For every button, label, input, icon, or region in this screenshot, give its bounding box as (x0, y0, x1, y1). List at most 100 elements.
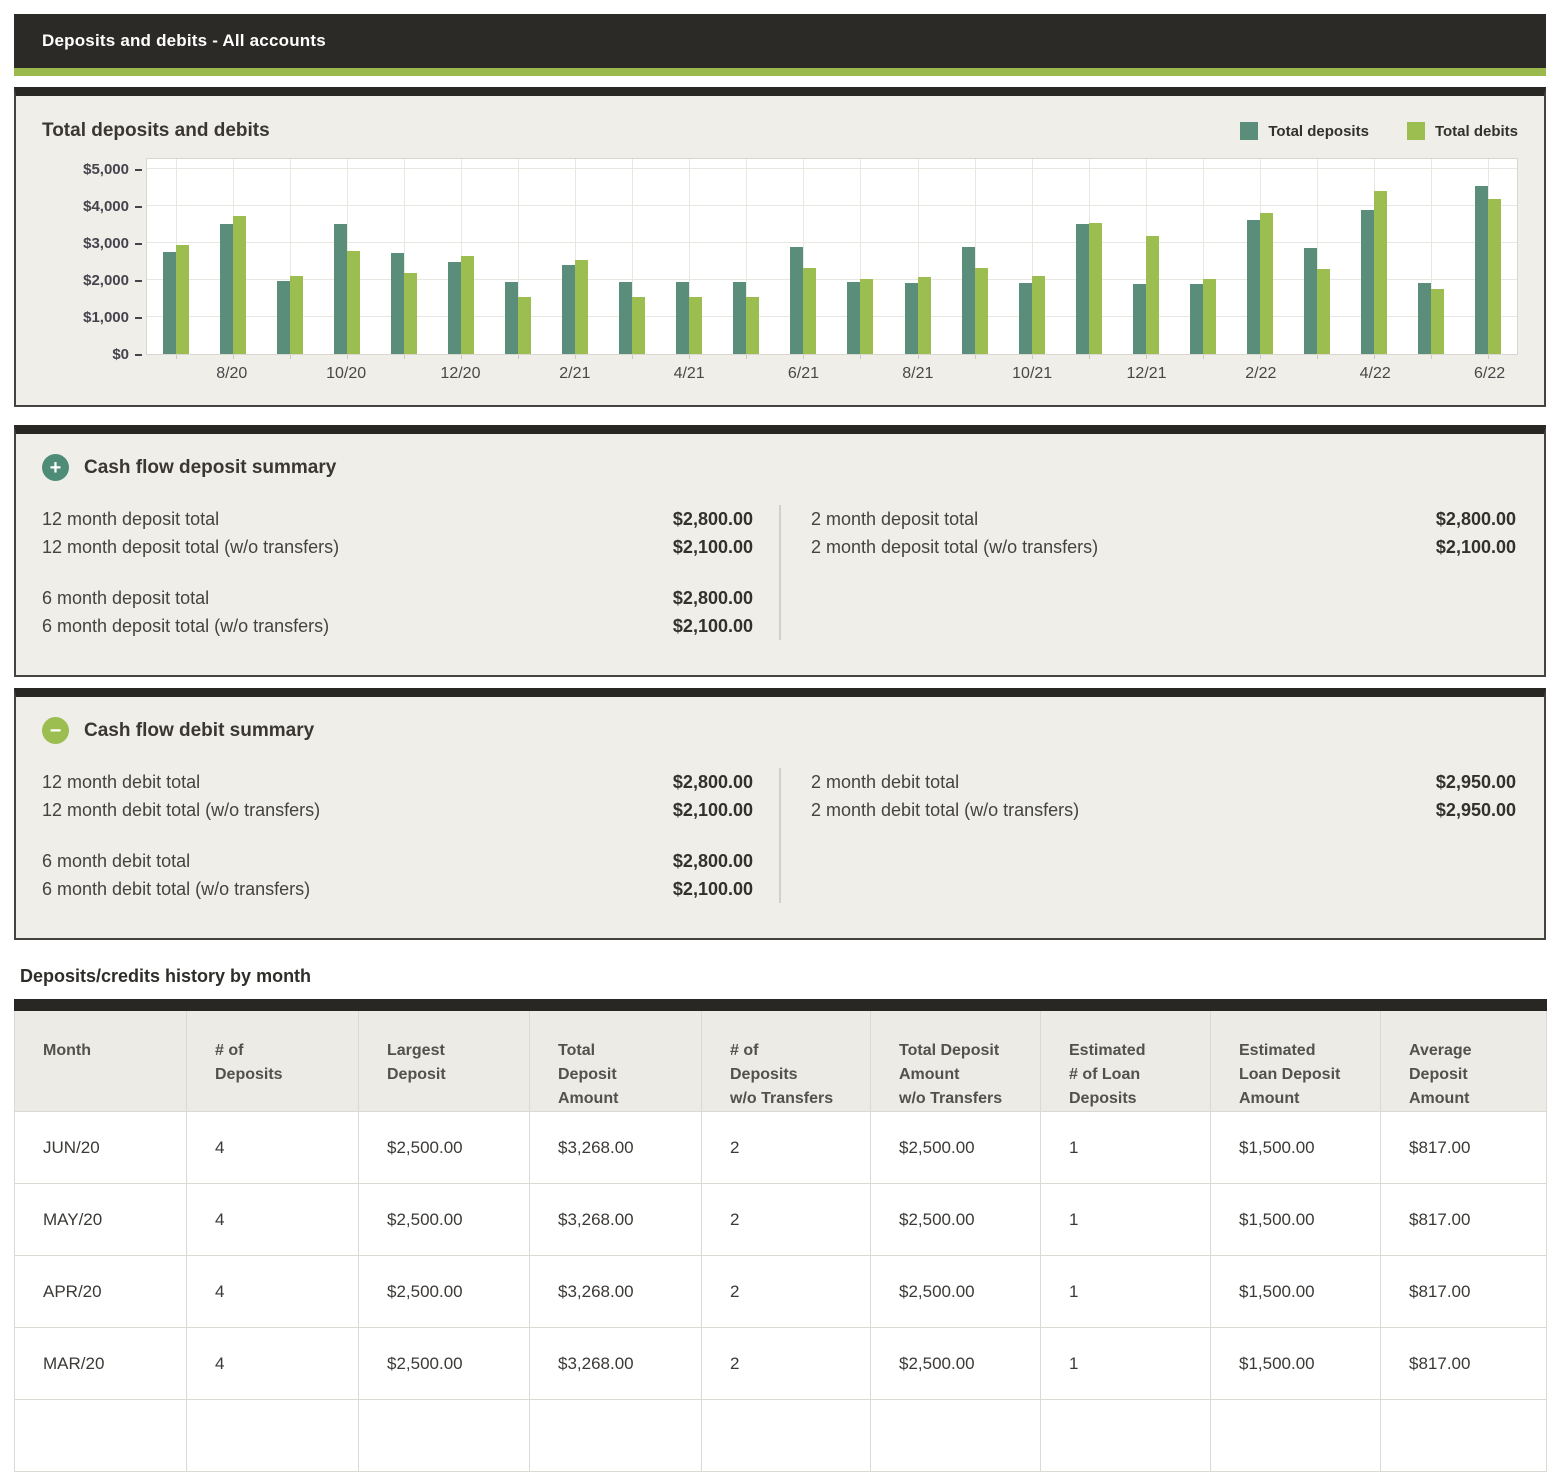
x-tick-label (489, 365, 546, 383)
y-tick-label: $2,000 (42, 272, 146, 290)
summary-row: 2 month debit total (w/o transfers) $2,95… (811, 796, 1516, 824)
bar-group (775, 159, 832, 359)
table-cell: $817.00 (1380, 1255, 1547, 1328)
table-cell: $2,500.00 (358, 1111, 530, 1184)
bar-group (1403, 159, 1460, 359)
summary-label: 2 month deposit total (w/o transfers) (811, 537, 1099, 557)
table-cell: $817.00 (1380, 1327, 1547, 1400)
summary-row: 12 month debit total $2,800.00 (42, 768, 753, 796)
history-column-header: # of Deposits w/o Transfers (701, 1005, 871, 1112)
table-cell (186, 1399, 359, 1472)
x-tick-label (375, 365, 432, 383)
table-cell: $1,500.00 (1210, 1327, 1381, 1400)
chart-panel: Total deposits and debits Total deposits… (14, 87, 1546, 407)
table-cell (1380, 1399, 1547, 1472)
history-column-header: Total Deposit Amount (529, 1005, 702, 1112)
history-header-row: Month # of Deposits Largest Deposit Total D… (14, 1005, 1547, 1112)
table-cell (14, 1399, 187, 1472)
history-column-header: Largest Deposit (358, 1005, 530, 1112)
x-tick-label (260, 365, 317, 383)
x-tick-label (832, 365, 889, 383)
x-tick-label (1061, 365, 1118, 383)
summary-row: 2 month deposit total (w/o transfers) $2,… (811, 533, 1516, 561)
deposit-bar (1018, 282, 1032, 354)
debit-bar (974, 268, 988, 354)
debit-bar (1431, 289, 1445, 354)
deposit-bar (562, 265, 576, 354)
table-row: JUN/20 4 $2,500.00 $3,268.00 2 $2,500.00 1 $1,5… (14, 1111, 1547, 1184)
debit-bar (1202, 279, 1216, 354)
report-title: Deposits and debits - All accounts (42, 31, 326, 50)
debit-bar (232, 216, 246, 354)
h-gridline (147, 279, 1517, 280)
bar-group (1460, 159, 1517, 359)
bar-group (1117, 159, 1174, 359)
table-cell: 2 (701, 1183, 871, 1256)
summary-row: 2 month deposit total $2,800.00 (811, 505, 1516, 533)
history-heading: Deposits/credits history by month (20, 966, 312, 986)
table-cell: $3,268.00 (529, 1255, 702, 1328)
deposit-summary-left: 12 month deposit total $2,800.00 12 month … (42, 505, 779, 640)
debit-summary-panel: − Cash flow debit summary 12 month debit… (14, 688, 1546, 940)
history-table: Month # of Deposits Largest Deposit Total D… (14, 999, 1547, 1472)
minus-icon[interactable]: − (42, 717, 69, 744)
deposit-bar (619, 281, 633, 354)
summary-value: $2,100.00 (672, 537, 753, 557)
bar-group (889, 159, 946, 359)
table-cell: $2,500.00 (358, 1183, 530, 1256)
x-tick-label: 6/22 (1473, 365, 1506, 382)
table-cell: $3,268.00 (529, 1183, 702, 1256)
table-cell: MAY/20 (14, 1183, 187, 1256)
table-cell: 1 (1040, 1183, 1211, 1256)
plus-icon[interactable]: + (42, 454, 69, 481)
deposit-bar (390, 253, 404, 354)
x-tick-label (1175, 365, 1232, 383)
bar-group (1003, 159, 1060, 359)
chart-plot-wrap: 8/20 10/20 12/20 2/21 4/21 6/21 8/21 10/21 12/21… (146, 158, 1518, 383)
table-cell: 1 (1040, 1111, 1211, 1184)
debit-bar (1031, 276, 1045, 354)
bar-group (261, 159, 318, 359)
table-cell: 2 (701, 1111, 871, 1184)
table-cell: $2,500.00 (358, 1255, 530, 1328)
history-column-header: # of Deposits (186, 1005, 359, 1112)
summary-value: $2,100.00 (1435, 537, 1516, 557)
bar-group (547, 159, 604, 359)
table-cell: APR/20 (14, 1255, 187, 1328)
deposit-summary-panel: + Cash flow deposit summary 12 month dep… (14, 425, 1546, 677)
h-gridline (147, 316, 1517, 317)
debit-bar (346, 251, 360, 354)
summary-row: 12 month deposit total $2,800.00 (42, 505, 753, 533)
summary-label: 6 month deposit total (42, 588, 210, 608)
debit-bar (518, 296, 531, 354)
debit-summary-title: Cash flow debit summary (84, 719, 315, 741)
x-tick-label (146, 365, 203, 383)
bar-group (147, 159, 204, 359)
debit-bar (175, 244, 189, 354)
bar-group (432, 159, 489, 359)
debit-bar (403, 273, 417, 354)
deposit-bar (1361, 209, 1375, 354)
table-row-partial (14, 1399, 1547, 1472)
x-tick-label: 4/22 (1359, 365, 1391, 382)
summary-label: 6 month debit total (42, 851, 191, 871)
table-cell: $2,500.00 (870, 1327, 1041, 1400)
deposit-bar (790, 246, 804, 354)
table-row: MAY/20 4 $2,500.00 $3,268.00 2 $2,500.00 1 $1,5… (14, 1183, 1547, 1256)
x-tick-label: 8/20 (216, 365, 248, 382)
bar-group (489, 159, 546, 359)
deposit-bar (1247, 219, 1261, 354)
x-tick-label: 2/21 (559, 365, 591, 382)
summary-value: $2,800.00 (672, 772, 753, 792)
table-cell: $1,500.00 (1210, 1111, 1381, 1184)
debit-bar (1145, 235, 1159, 354)
debit-bar (632, 296, 646, 354)
bar-group (1346, 159, 1403, 359)
history-column-header: Estimated # of Loan Deposits (1040, 1005, 1211, 1112)
debit-bar (860, 278, 874, 354)
summary-value: $2,950.00 (1435, 800, 1516, 820)
deposit-bar (1189, 284, 1203, 354)
x-tick-label (1289, 365, 1346, 383)
debit-bar (575, 260, 589, 354)
